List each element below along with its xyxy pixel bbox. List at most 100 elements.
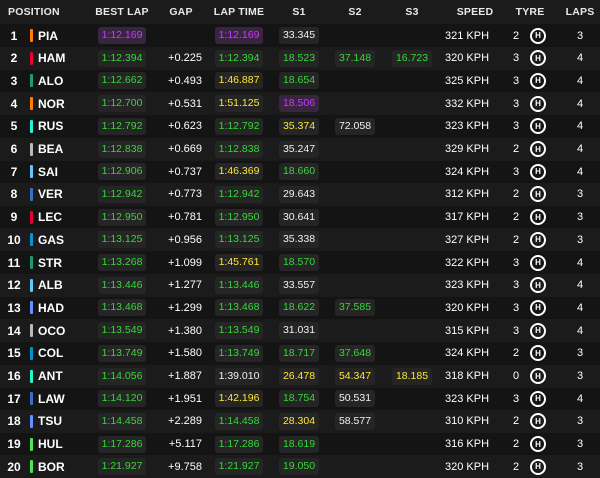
table-row[interactable]: 1 PIA 1:12.169 1:12.169 33.345 321 KPH 2 H 3 (0, 24, 600, 47)
s1-value: 18.622 (278, 299, 320, 317)
s2-value: 54.347 (334, 367, 376, 385)
table-row[interactable]: 8 VER 1:12.942 +0.773 1:12.942 29.643 312 KPH 2… (0, 182, 600, 206)
table-row[interactable]: 19 HUL 1:17.286 +5.117 1:17.286 18.619 316 KPH… (0, 433, 600, 456)
s1-cell: 18.660 (275, 160, 323, 183)
s1-cell: 18.506 (275, 92, 323, 115)
table-row[interactable]: 2 HAM 1:12.394 +0.225 1:12.394 18.523 37.148 16… (0, 46, 600, 70)
header-lap-time[interactable]: LAP TIME (213, 6, 265, 18)
hard-tyre-icon: H (530, 322, 546, 339)
hard-tyre-icon: H (530, 254, 546, 271)
position-number: 2 (10, 51, 18, 66)
laps-value: 3 (576, 438, 584, 451)
tyre-age: 3 (512, 324, 520, 337)
speed-value: 323 KPH (445, 120, 490, 133)
table-row[interactable]: 20 BOR 1:21.927 +9.758 1:21.927 19.050 320 KPH… (0, 455, 600, 478)
s2-cell (331, 92, 379, 115)
s2-cell: 58.577 (331, 410, 379, 433)
driver-code: STR (38, 255, 62, 270)
s2-value: 72.058 (334, 117, 376, 135)
gap-value: +5.117 (168, 438, 202, 451)
hard-tyre-icon: H (530, 50, 546, 67)
s1-cell: 35.247 (275, 138, 323, 161)
s1-cell: 18.717 (275, 342, 323, 365)
header-tyre[interactable]: TYRE (515, 6, 545, 18)
s1-cell: 31.031 (275, 319, 323, 342)
s2-cell (331, 228, 379, 251)
driver-code: TSU (38, 414, 62, 429)
gap-value: +0.623 (168, 120, 202, 133)
table-row[interactable]: 7 SAI 1:12.906 +0.737 1:46.369 18.660 324 KPH 3… (0, 160, 600, 183)
s3-cell: 16.723 (388, 47, 436, 70)
tyre-age: 2 (512, 188, 520, 201)
hard-tyre-icon: H (530, 345, 546, 362)
best-lap-value: 1:14.120 (97, 390, 147, 408)
gap-value (160, 24, 202, 47)
s2-value: 37.648 (334, 344, 376, 362)
table-row[interactable]: 17 LAW 1:14.120 +1.951 1:42.196 18.754 50.531 3… (0, 387, 600, 410)
lap-time-cell: 1:17.286 (211, 433, 267, 456)
s2-cell: 50.531 (331, 387, 379, 410)
header-s1[interactable]: S1 (292, 6, 306, 18)
s1-value: 18.523 (278, 49, 320, 67)
table-row[interactable]: 6 BEA 1:12.838 +0.669 1:12.838 35.247 329 KPH 2… (0, 137, 600, 161)
header-best-lap[interactable]: BEST LAP (95, 6, 149, 18)
best-lap-cell: 1:14.120 (94, 387, 150, 410)
lap-time-cell: 1:13.125 (211, 228, 267, 251)
s1-cell: 28.304 (275, 410, 323, 433)
table-row[interactable]: 15 COL 1:13.749 +1.580 1:13.749 18.717 37.648 3… (0, 342, 600, 365)
table-row[interactable]: 4 NOR 1:12.700 +0.531 1:51.125 18.506 332 KPH 3… (0, 92, 600, 116)
best-lap-cell: 1:13.125 (94, 228, 150, 251)
tyre-icon-cell: H (528, 183, 548, 206)
s3-cell (388, 319, 436, 342)
lap-time-value: 1:12.169 (214, 27, 264, 44)
best-lap-value: 1:13.268 (97, 254, 147, 271)
s1-cell: 19.050 (275, 455, 323, 478)
header-s2[interactable]: S2 (348, 6, 362, 18)
header-laps[interactable]: LAPS (565, 6, 595, 18)
table-row[interactable]: 14 OCO 1:13.549 +1.380 1:13.549 31.031 315 KPH… (0, 319, 600, 343)
best-lap-cell: 1:13.468 (94, 296, 150, 319)
position-number: 14 (7, 323, 21, 338)
tyre-icon-cell: H (528, 274, 548, 297)
table-row[interactable]: 16 ANT 1:14.056 +1.887 1:39.010 26.478 54.347 1… (0, 364, 600, 388)
header-gap[interactable]: GAP (169, 6, 193, 18)
driver-code: RUS (38, 119, 64, 134)
best-lap-value: 1:13.125 (97, 231, 147, 249)
table-row[interactable]: 12 ALB 1:13.446 +1.277 1:13.446 33.557 323 KPH… (0, 273, 600, 297)
hard-tyre-icon: H (530, 390, 546, 407)
s2-cell (331, 206, 379, 229)
s3-cell (388, 387, 436, 410)
tyre-age: 3 (512, 165, 520, 178)
team-color-bar (29, 319, 33, 342)
header-position[interactable]: POSITION (8, 6, 60, 18)
position-number: 5 (10, 119, 18, 134)
best-lap-cell: 1:12.838 (94, 138, 150, 161)
header-s3[interactable]: S3 (405, 6, 419, 18)
laps-value: 3 (576, 370, 584, 382)
position-number: 10 (7, 232, 21, 247)
table-row[interactable]: 10 GAS 1:13.125 +0.956 1:13.125 35.338 327 KPH… (0, 228, 600, 252)
s2-cell (331, 274, 379, 297)
lap-time-cell: 1:12.394 (211, 47, 267, 70)
table-row[interactable]: 3 ALO 1:12.662 +0.493 1:46.887 18.654 325 KPH 3… (0, 69, 600, 92)
position-number: 3 (10, 73, 18, 88)
best-lap-cell: 1:12.942 (94, 183, 150, 206)
speed-value: 329 KPH (445, 143, 490, 155)
table-row[interactable]: 13 HAD 1:13.468 +1.299 1:13.468 18.622 37.585 3… (0, 296, 600, 319)
table-row[interactable]: 5 RUS 1:12.792 +0.623 1:12.792 35.374 72.058 32… (0, 115, 600, 138)
lap-time-value: 1:13.549 (214, 322, 264, 340)
table-row[interactable]: 18 TSU 1:14.458 +2.289 1:14.458 28.304 58.577 3… (0, 409, 600, 433)
driver-code: BEA (38, 142, 64, 156)
laps-value: 4 (576, 301, 584, 314)
driver-code: NOR (38, 96, 65, 111)
best-lap-value: 1:13.446 (97, 276, 147, 294)
s1-value: 18.717 (278, 344, 320, 362)
table-row[interactable]: 11 STR 1:13.268 +1.099 1:45.761 18.570 322 KPH… (0, 251, 600, 274)
header-speed[interactable]: SPEED (456, 6, 494, 18)
s3-cell (388, 183, 436, 206)
laps-value: 3 (576, 188, 584, 201)
team-color-bar (29, 24, 33, 47)
table-row[interactable]: 9 LEC 1:12.950 +0.781 1:12.950 30.641 317 KPH 2… (0, 206, 600, 229)
position-number: 18 (7, 414, 21, 429)
s2-cell (331, 160, 379, 183)
